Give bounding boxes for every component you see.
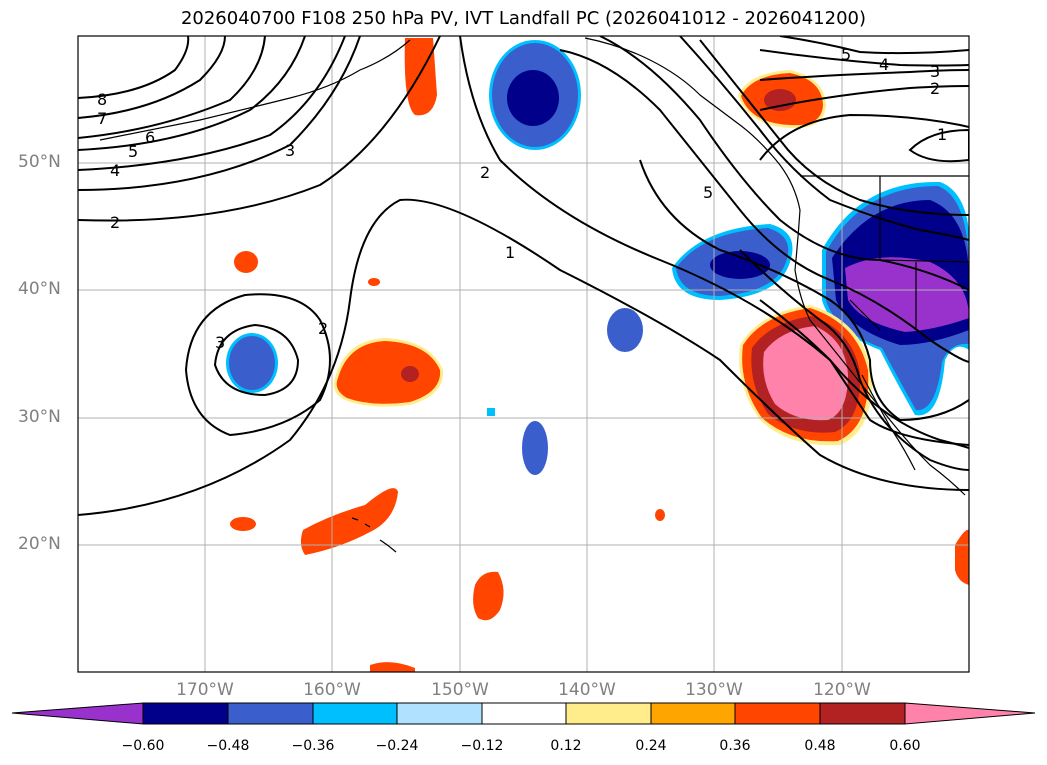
map-area: 8 7 6 5 4 2 3 2 1 5 5 4 3 2 1 3 2	[78, 36, 969, 672]
hawaii-islands	[351, 517, 397, 553]
contour-label: 3	[930, 62, 940, 81]
lon-label: 160°W	[303, 680, 361, 700]
colorbar-tick: −0.24	[375, 738, 419, 754]
alaska-coast	[99, 39, 411, 141]
contour-5c	[779, 36, 969, 55]
contour-7	[78, 36, 226, 119]
colorbar-tick: 0.48	[804, 738, 836, 754]
pos-anomaly-small-1	[234, 251, 258, 273]
lon-label: 170°W	[176, 680, 234, 700]
lon-label: 150°W	[431, 680, 489, 700]
contour-5a	[78, 36, 306, 151]
colorbar-bin	[734, 702, 821, 725]
map-frame	[77, 35, 970, 673]
contour-3a	[78, 36, 361, 191]
contour-label: 2	[930, 79, 940, 98]
colorbar-extend-left	[11, 702, 144, 725]
contour-label: 1	[937, 125, 947, 144]
lon-label: 120°W	[813, 680, 871, 700]
contour-2a	[78, 36, 441, 222]
contour-label: 3	[215, 333, 225, 352]
colorbar-tick: −0.36	[291, 738, 335, 754]
contour-label: 5	[703, 183, 713, 202]
colorbar-bin	[650, 702, 736, 725]
contour-ridge-3	[759, 299, 969, 446]
west-coast	[794, 209, 966, 496]
lon-label: 130°W	[685, 680, 743, 700]
contour-label: 1	[505, 243, 515, 262]
contour-label: 3	[285, 141, 295, 160]
pos-anomaly-small-7	[370, 662, 415, 672]
contour-label: 2	[480, 163, 490, 182]
contour-label: 4	[879, 55, 889, 74]
contour-1c	[908, 128, 969, 163]
gridlines	[78, 36, 969, 672]
colorbar-tick: 0.12	[550, 738, 582, 754]
contour-label: 7	[97, 109, 107, 128]
contour-2b	[459, 36, 969, 449]
colorbar-tick: 0.24	[635, 738, 667, 754]
contour-rockies-3	[679, 36, 969, 241]
map-title: 2026040700 F108 250 hPa PV, IVT Landfall…	[180, 8, 867, 29]
contour-label: 6	[145, 128, 155, 147]
contour-ridge-2	[739, 249, 969, 471]
contour-rockies-1	[559, 49, 969, 363]
colorbar-bin	[142, 702, 229, 725]
pv-shading-positive	[230, 38, 969, 672]
contour-label: 2	[318, 319, 328, 338]
colorbar-bin	[312, 702, 398, 725]
neg-anomaly-small-1	[607, 308, 643, 352]
contour-1	[78, 198, 969, 516]
contour-label: 4	[110, 161, 120, 180]
colorbar-tick: 0.36	[719, 738, 751, 754]
contour-label: 8	[97, 90, 107, 109]
contour-8	[78, 36, 190, 99]
colorbar-tick: 0.60	[889, 738, 921, 754]
colorbar-tick: −0.60	[121, 738, 165, 754]
colorbar	[11, 702, 1036, 725]
pv-contours	[78, 36, 969, 516]
pos-anomaly-small-6	[955, 529, 969, 585]
pos-anomaly-small-3	[473, 571, 504, 621]
pos-anomaly-small-2	[230, 517, 256, 531]
contour-central-inner	[213, 323, 300, 397]
contour-label: 5	[841, 45, 851, 64]
lat-label: 20°N	[18, 534, 61, 554]
lat-label: 30°N	[18, 407, 61, 427]
contour-2c	[759, 85, 969, 111]
colorbar-bin	[396, 702, 483, 725]
contour-labels: 8 7 6 5 4 2 3 2 1 5 5 4 3 2 1 3 2	[97, 45, 947, 352]
contour-1b	[759, 113, 969, 161]
neg-anomaly-small-3	[487, 408, 495, 416]
pos-anomaly-hawaii	[300, 488, 398, 555]
lat-label: 50°N	[18, 152, 61, 172]
colorbar-bin	[819, 702, 906, 725]
pos-anomaly-small-4	[368, 278, 380, 286]
colorbar-bin	[227, 702, 314, 725]
contour-central-outer	[184, 293, 331, 437]
contour-3b	[759, 69, 969, 81]
colorbar-tick: −0.12	[460, 738, 504, 754]
colorbar-extend-right	[904, 702, 1036, 725]
contour-4b	[759, 49, 969, 67]
contour-label: 5	[128, 142, 138, 161]
pos-anomaly-small-5	[655, 509, 665, 521]
contour-6	[78, 36, 266, 139]
contour-rockies-2	[599, 36, 969, 291]
colorbar-bin	[481, 702, 567, 725]
contour-ridge-1	[699, 39, 969, 216]
alaska-gulf-coast	[584, 37, 801, 211]
contour-5b	[639, 159, 969, 422]
neg-anomaly-small-2	[522, 421, 548, 475]
lat-label: 40°N	[18, 279, 61, 299]
lon-label: 140°W	[558, 680, 616, 700]
contour-label: 2	[110, 213, 120, 232]
colorbar-tick: −0.48	[206, 738, 250, 754]
pv-shading-negative	[226, 40, 969, 475]
colorbar-bin	[565, 702, 652, 725]
contour-4a	[78, 36, 346, 171]
